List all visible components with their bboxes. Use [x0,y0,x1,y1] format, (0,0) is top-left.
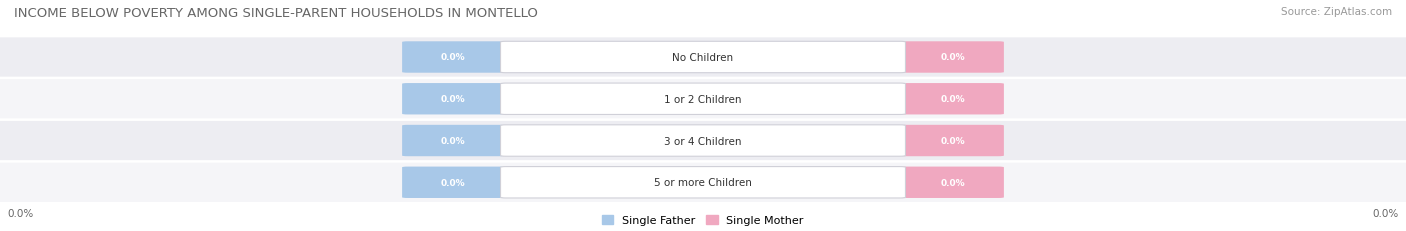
FancyBboxPatch shape [0,80,1406,119]
FancyBboxPatch shape [901,84,1004,115]
Legend: Single Father, Single Mother: Single Father, Single Mother [602,215,804,225]
FancyBboxPatch shape [402,84,505,115]
FancyBboxPatch shape [901,125,1004,157]
Text: 0.0%: 0.0% [441,53,465,62]
FancyBboxPatch shape [501,84,905,115]
Text: 1 or 2 Children: 1 or 2 Children [664,94,742,104]
FancyBboxPatch shape [0,38,1406,77]
Text: 0.0%: 0.0% [441,137,465,145]
FancyBboxPatch shape [501,42,905,73]
FancyBboxPatch shape [901,167,1004,198]
FancyBboxPatch shape [402,42,505,73]
Text: 0.0%: 0.0% [441,95,465,104]
Text: 0.0%: 0.0% [941,53,965,62]
FancyBboxPatch shape [501,125,905,157]
Text: 0.0%: 0.0% [1372,208,1399,218]
FancyBboxPatch shape [402,167,505,198]
Text: 5 or more Children: 5 or more Children [654,177,752,188]
FancyBboxPatch shape [0,121,1406,161]
Text: No Children: No Children [672,53,734,63]
FancyBboxPatch shape [501,167,905,198]
Text: INCOME BELOW POVERTY AMONG SINGLE-PARENT HOUSEHOLDS IN MONTELLO: INCOME BELOW POVERTY AMONG SINGLE-PARENT… [14,7,538,20]
Text: 0.0%: 0.0% [7,208,34,218]
Text: 0.0%: 0.0% [941,178,965,187]
Text: 0.0%: 0.0% [941,137,965,145]
Text: 0.0%: 0.0% [941,95,965,104]
Text: Source: ZipAtlas.com: Source: ZipAtlas.com [1281,7,1392,17]
Text: 3 or 4 Children: 3 or 4 Children [664,136,742,146]
FancyBboxPatch shape [0,163,1406,202]
Text: 0.0%: 0.0% [441,178,465,187]
FancyBboxPatch shape [901,42,1004,73]
FancyBboxPatch shape [402,125,505,157]
